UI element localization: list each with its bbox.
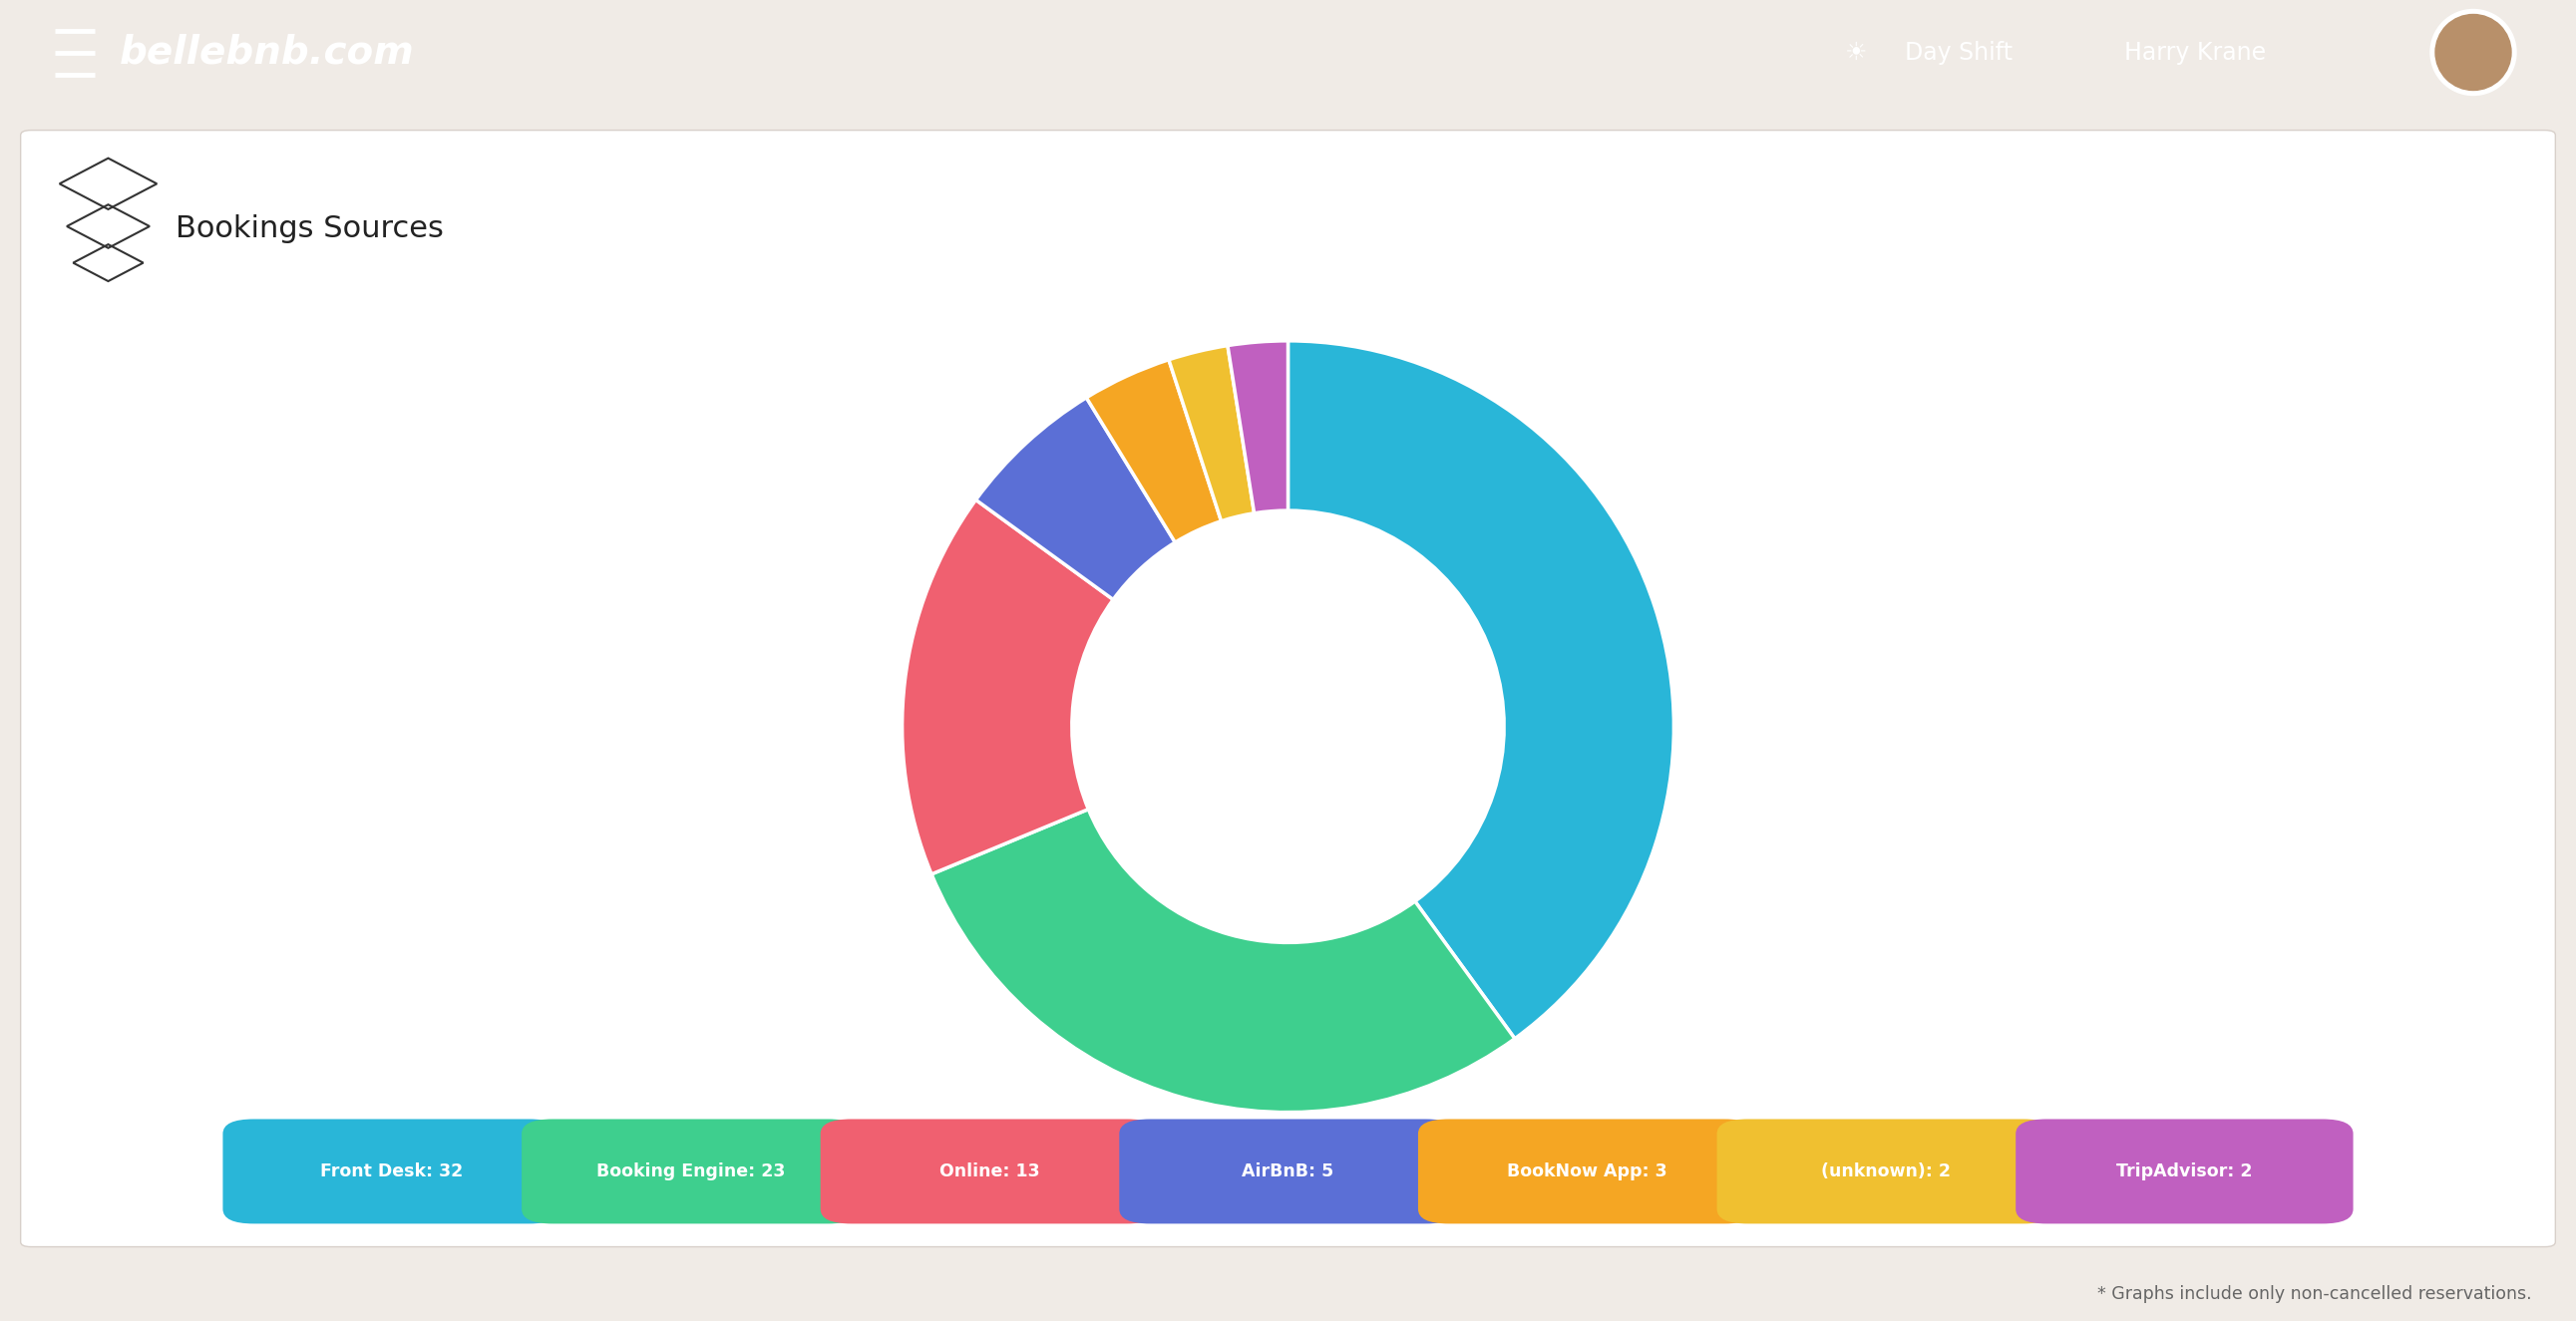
FancyBboxPatch shape [224,1119,562,1223]
Wedge shape [1229,341,1288,513]
Circle shape [2429,9,2517,95]
FancyBboxPatch shape [1716,1119,2056,1223]
Text: BookNow App: 3: BookNow App: 3 [1507,1162,1667,1181]
FancyBboxPatch shape [21,131,2555,1247]
FancyBboxPatch shape [1417,1119,1757,1223]
Text: (unknown): 2: (unknown): 2 [1821,1162,1950,1181]
Wedge shape [1288,341,1674,1038]
FancyBboxPatch shape [1118,1119,1458,1223]
Text: Day Shift: Day Shift [1904,41,2012,65]
Wedge shape [902,499,1113,875]
Text: TripAdvisor: 2: TripAdvisor: 2 [2117,1162,2251,1181]
Text: bellebnb.com: bellebnb.com [118,33,415,71]
Text: Booking Engine: 23: Booking Engine: 23 [595,1162,786,1181]
Wedge shape [933,810,1515,1112]
Text: ☀: ☀ [1844,41,1868,65]
Wedge shape [1087,359,1221,543]
Wedge shape [1170,346,1255,520]
Text: Online: 13: Online: 13 [940,1162,1038,1181]
Text: Bookings Sources: Bookings Sources [175,214,443,243]
Text: Front Desk: 32: Front Desk: 32 [319,1162,464,1181]
Text: Harry Krane: Harry Krane [2125,41,2267,65]
FancyBboxPatch shape [520,1119,860,1223]
Text: * Graphs include only non-cancelled reservations.: * Graphs include only non-cancelled rese… [2097,1285,2532,1304]
FancyBboxPatch shape [819,1119,1159,1223]
Text: AirBnB: 5: AirBnB: 5 [1242,1162,1334,1181]
FancyBboxPatch shape [2014,1119,2354,1223]
Wedge shape [976,398,1175,600]
Circle shape [2434,15,2512,90]
